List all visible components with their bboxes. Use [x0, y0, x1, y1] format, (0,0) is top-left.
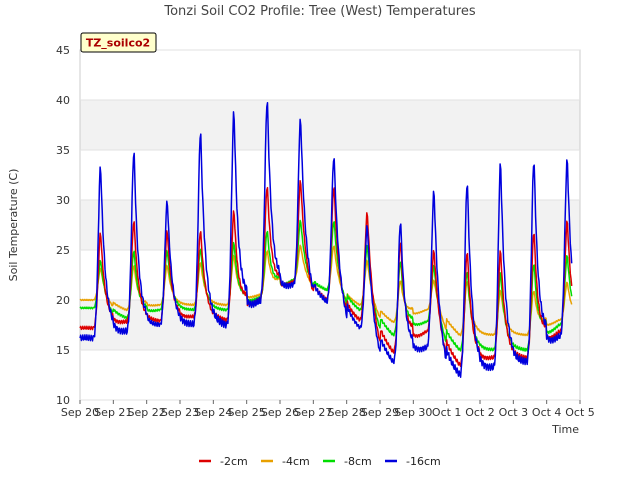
y-tick-label: 35 [56, 144, 70, 157]
grid-band [80, 200, 580, 250]
legend: -2cm -4cm -8cm -16cm [199, 455, 441, 468]
x-tick-label: Oct 3 [499, 406, 529, 419]
grid-bands [80, 50, 580, 400]
x-tick-label: Sep 28 [328, 406, 366, 419]
x-tick-label: Oct 2 [465, 406, 495, 419]
legend-label: -16cm [406, 455, 441, 468]
y-tick-label: 45 [56, 44, 70, 57]
y-tick-label: 40 [56, 94, 70, 107]
y-tick-label: 10 [56, 394, 70, 407]
x-tick-label: Oct 4 [532, 406, 562, 419]
y-tick-label: 20 [56, 294, 70, 307]
grid-band [80, 100, 580, 150]
annotation-box: TZ_soilco2 [80, 32, 157, 53]
y-axis-label: Soil Temperature (C) [7, 169, 20, 282]
annotation-label: TZ_soilco2 [86, 37, 150, 50]
x-tick-label: Sep 26 [261, 406, 299, 419]
x-tick-label: Sep 23 [161, 406, 199, 419]
x-tick-label: Sep 25 [228, 406, 266, 419]
x-tick-label: Sep 20 [61, 406, 99, 419]
y-tick-label: 15 [56, 344, 70, 357]
legend-label: -8cm [344, 455, 372, 468]
x-tick-label: Oct 1 [432, 406, 462, 419]
y-tick-label: 25 [56, 244, 70, 257]
series-line-16cmcm [79, 101, 573, 378]
x-tick-label: Oct 5 [565, 406, 595, 419]
x-tick-label: Sep 21 [94, 406, 132, 419]
x-axis-label: Time [551, 423, 579, 436]
legend-label: -2cm [220, 455, 248, 468]
x-tick-label: Sep 30 [394, 406, 432, 419]
chart-title: Tonzi Soil CO2 Profile: Tree (West) Temp… [163, 4, 476, 19]
series-lines [79, 101, 573, 378]
x-tick-label: Sep 29 [361, 406, 399, 419]
x-tick-label: Sep 24 [194, 406, 232, 419]
legend-label: -4cm [282, 455, 310, 468]
y-tick-label: 30 [56, 194, 70, 207]
x-tick-label: Sep 22 [128, 406, 166, 419]
x-tick-label: Sep 27 [294, 406, 332, 419]
